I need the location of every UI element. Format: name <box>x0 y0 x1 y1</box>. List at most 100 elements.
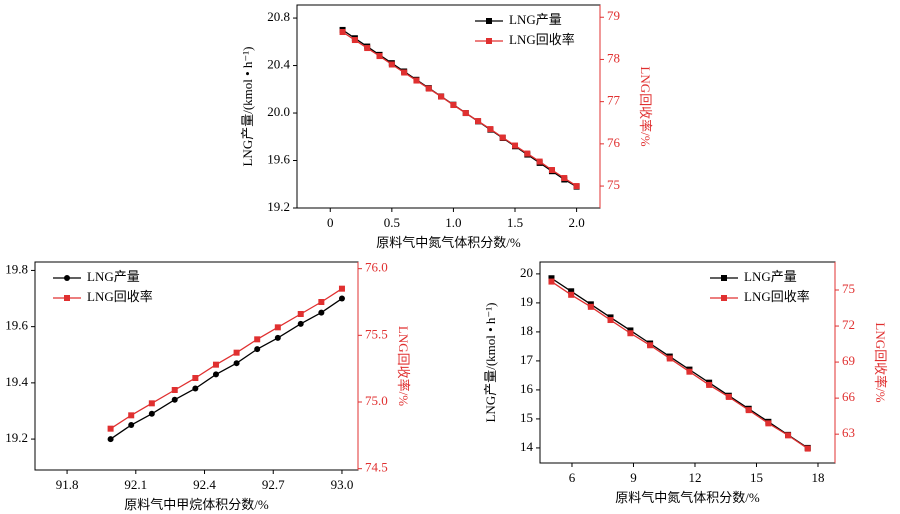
marker <box>425 85 432 92</box>
x-tick-label: 92.7 <box>262 477 285 492</box>
x-tick-label: 12 <box>688 470 701 485</box>
y2-axis-label: LNG回收率/% <box>396 326 411 406</box>
x-tick-label: 9 <box>630 470 637 485</box>
marker <box>233 360 240 367</box>
series-line <box>551 281 809 450</box>
marker <box>450 102 457 109</box>
marker <box>524 150 531 157</box>
series-line <box>551 277 809 449</box>
y-tick-label: 16 <box>520 381 534 396</box>
marker <box>388 61 395 68</box>
marker <box>297 311 304 317</box>
y-tick-label: 19.4 <box>5 374 28 389</box>
y2-axis-label: LNG回收率/% <box>638 66 653 146</box>
y2-tick-label: 63 <box>842 425 855 440</box>
marker <box>499 134 506 141</box>
y-axis-label: LNG产量/(kmol • h⁻¹) <box>483 302 498 422</box>
marker <box>438 93 445 100</box>
marker <box>568 291 575 298</box>
marker <box>107 425 114 432</box>
y2-tick-label: 75.5 <box>365 326 388 341</box>
marker <box>128 422 135 429</box>
marker <box>64 275 70 281</box>
marker <box>587 303 594 310</box>
y2-axis-label: LNG回收率/% <box>873 322 888 402</box>
y2-tick-label: 75 <box>607 177 620 192</box>
y2-tick-label: 69 <box>842 353 855 368</box>
y-tick-label: 19.6 <box>267 151 290 166</box>
marker <box>721 275 727 281</box>
marker <box>765 420 772 427</box>
marker <box>804 445 811 452</box>
marker <box>486 38 492 44</box>
marker <box>785 432 792 439</box>
marker <box>318 299 325 305</box>
marker <box>297 320 304 327</box>
marker <box>725 393 732 400</box>
marker <box>351 37 358 44</box>
chart: 91.8 92.1 92.4 92.7 93.0 19.2 19.4 19.6 19.8 74.5… <box>5 260 411 512</box>
marker <box>192 375 199 381</box>
legend-label: LNG回收率 <box>744 289 810 304</box>
marker <box>607 317 614 324</box>
marker <box>338 295 345 302</box>
y-tick-label: 20.4 <box>267 57 290 72</box>
marker <box>627 330 634 337</box>
marker <box>666 355 673 362</box>
marker <box>192 385 199 392</box>
y2-tick-label: 75.0 <box>365 393 388 408</box>
chart: 0 0.5 1.0 1.5 2.0 19.2 19.6 20.0 20.4 20.8 75 76 77 7… <box>240 4 653 250</box>
x-tick-label: 18 <box>811 470 824 485</box>
y-tick-label: 19.6 <box>5 318 28 333</box>
y-tick-label: 20.8 <box>267 9 290 24</box>
marker <box>462 110 469 117</box>
x-tick-label: 1.0 <box>445 215 461 230</box>
x-tick-label: 0.5 <box>384 215 400 230</box>
y-tick-label: 18 <box>520 323 533 338</box>
marker <box>401 69 408 76</box>
y2-tick-label: 79 <box>607 8 620 23</box>
x-tick-label: 1.5 <box>507 215 523 230</box>
marker <box>745 407 752 414</box>
marker <box>364 45 371 52</box>
y-tick-label: 20.0 <box>267 104 290 119</box>
series-line <box>110 288 343 430</box>
x-tick-label: 15 <box>750 470 763 485</box>
marker <box>233 349 240 356</box>
y2-tick-label: 76.0 <box>365 260 388 275</box>
x-tick-label: 93.0 <box>331 477 354 492</box>
marker <box>647 342 654 349</box>
x-tick-label: 6 <box>569 470 576 485</box>
series-line <box>110 298 343 440</box>
y-tick-label: 14 <box>520 439 534 454</box>
plot-frame <box>34 261 359 471</box>
y-tick-label: 19 <box>520 294 533 309</box>
x-axis-label: 原料气中甲烷体积分数/% <box>124 497 269 512</box>
marker <box>274 334 281 341</box>
x-tick-label: 0 <box>327 215 334 230</box>
marker <box>64 295 70 301</box>
marker <box>721 295 727 301</box>
y-tick-label: 19.8 <box>5 261 28 276</box>
marker <box>128 412 135 419</box>
marker <box>339 29 346 36</box>
marker <box>561 175 568 182</box>
y2-tick-label: 72 <box>842 317 855 332</box>
y-tick-label: 19.2 <box>5 430 28 445</box>
marker <box>548 278 555 285</box>
marker <box>171 387 178 393</box>
marker <box>487 126 494 133</box>
legend-label: LNG产量 <box>509 12 562 27</box>
y-tick-label: 15 <box>520 410 533 425</box>
y-tick-label: 20 <box>520 265 533 280</box>
y-tick-label: 17 <box>520 352 534 367</box>
legend-label: LNG回收率 <box>509 32 575 47</box>
y2-tick-label: 76 <box>607 135 621 150</box>
marker <box>148 400 155 407</box>
marker <box>536 158 543 165</box>
marker <box>274 324 281 331</box>
marker <box>338 285 345 292</box>
marker <box>568 288 575 295</box>
marker <box>212 361 219 368</box>
